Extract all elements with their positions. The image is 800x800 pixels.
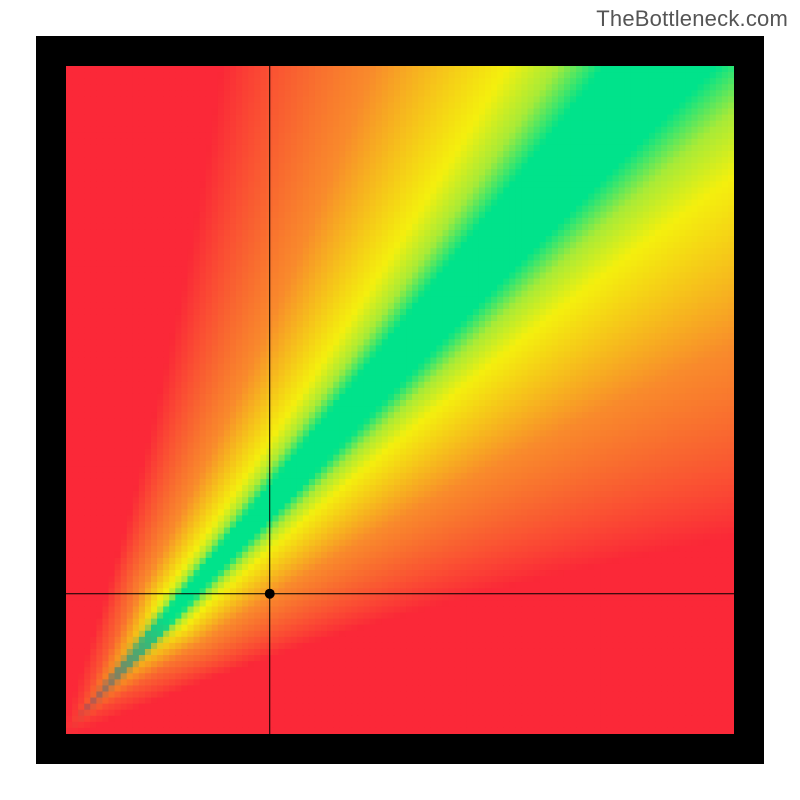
crosshair-marker	[265, 589, 275, 599]
attribution-text: TheBottleneck.com	[596, 6, 788, 32]
bottleneck-heatmap	[36, 36, 764, 764]
heatmap-svg	[36, 36, 764, 764]
